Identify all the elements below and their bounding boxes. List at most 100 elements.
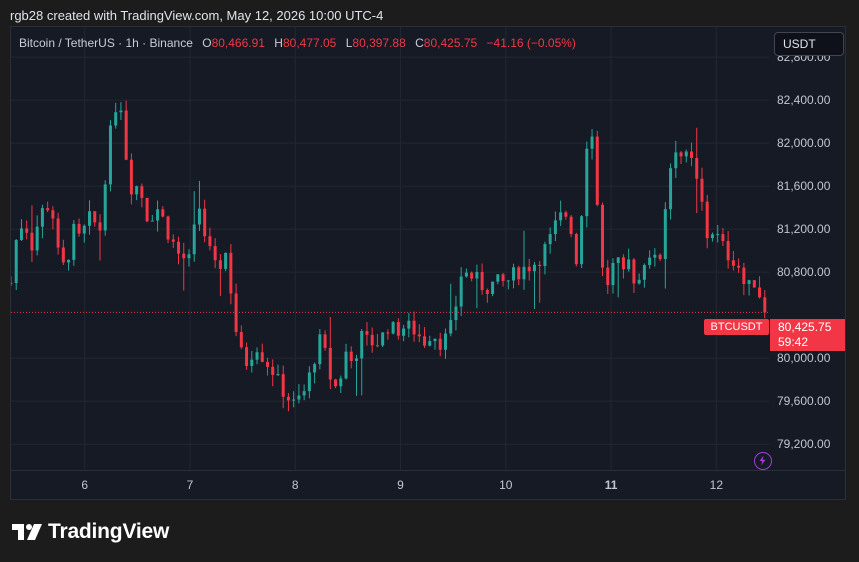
candle-body bbox=[245, 347, 249, 366]
candle-body bbox=[522, 266, 526, 280]
candle-body bbox=[569, 216, 573, 235]
candle-body bbox=[255, 352, 259, 360]
candle-body bbox=[648, 257, 652, 266]
candle-body bbox=[61, 247, 65, 263]
candle-body bbox=[433, 338, 437, 342]
candle-body bbox=[30, 232, 34, 251]
candle-body bbox=[229, 252, 233, 294]
candle-body bbox=[506, 280, 510, 282]
candle-body bbox=[250, 359, 254, 366]
candle-body bbox=[35, 226, 39, 251]
symbol-label: Bitcoin / TetherUS · 1h · Binance bbox=[19, 36, 193, 50]
candle-body bbox=[564, 212, 568, 217]
candle-body bbox=[412, 320, 416, 335]
candle-body bbox=[543, 244, 547, 267]
candle-body bbox=[621, 257, 625, 270]
candle-body bbox=[124, 110, 128, 160]
time-axis-label: 12 bbox=[710, 478, 724, 492]
candle-body bbox=[417, 334, 421, 337]
price-axis-label: 79,200.00 bbox=[777, 437, 831, 451]
candle-body bbox=[77, 223, 81, 234]
candle-body bbox=[674, 152, 678, 169]
candle-body bbox=[585, 148, 589, 217]
candle-body bbox=[669, 168, 673, 210]
candle-body bbox=[129, 159, 133, 195]
tradingview-brand[interactable]: TradingView bbox=[12, 520, 169, 544]
candle-body bbox=[512, 267, 516, 281]
candle-body bbox=[98, 222, 102, 231]
price-axis-label: 81,200.00 bbox=[777, 222, 831, 236]
candle-body bbox=[684, 151, 688, 157]
candle-body bbox=[758, 287, 762, 298]
candle-body bbox=[731, 260, 735, 266]
candle-body bbox=[747, 280, 751, 284]
candle-body bbox=[208, 236, 212, 247]
chart-panel[interactable]: 82,800.00 82,400.00 82,000.00 81,600.00 81,2… bbox=[10, 26, 846, 500]
open-value: 80,466.91 bbox=[211, 36, 265, 50]
candle-body bbox=[443, 333, 447, 350]
candle-body bbox=[470, 272, 474, 279]
currency-button[interactable]: USDT bbox=[774, 32, 844, 56]
candle-body bbox=[690, 151, 694, 158]
candle-body bbox=[601, 204, 605, 268]
candle-body bbox=[386, 332, 390, 334]
tradingview-logo-icon bbox=[12, 524, 42, 540]
candlestick-chart[interactable]: 82,800.0082,400.0082,000.0081,600.0081,2… bbox=[11, 27, 846, 500]
candle-body bbox=[580, 216, 584, 265]
price-axis-label: 79,600.00 bbox=[777, 394, 831, 408]
candle-body bbox=[354, 358, 358, 361]
candle-body bbox=[119, 110, 123, 113]
candle-body bbox=[135, 186, 139, 195]
candle-body bbox=[642, 265, 646, 280]
candle-body bbox=[611, 262, 615, 286]
candle-body bbox=[721, 234, 725, 242]
candle-body bbox=[716, 234, 720, 236]
time-axis-label: 8 bbox=[292, 478, 299, 492]
candle-body bbox=[360, 330, 364, 359]
candle-body bbox=[574, 234, 578, 265]
candle-body bbox=[93, 211, 97, 223]
open-label: O bbox=[202, 36, 212, 50]
candle-body bbox=[496, 274, 500, 282]
last-price-tag: 80,425.75 59:42 bbox=[770, 319, 845, 351]
candle-body bbox=[166, 216, 170, 240]
change-value: −41.16 (−0.05%) bbox=[486, 36, 576, 50]
candle-body bbox=[475, 272, 479, 279]
price-axis-label: 81,600.00 bbox=[777, 179, 831, 193]
candle-body bbox=[187, 254, 191, 259]
candle-body bbox=[742, 267, 746, 284]
candle-body bbox=[375, 345, 379, 347]
candle-body bbox=[407, 320, 411, 329]
candle-body bbox=[171, 239, 175, 242]
candle-body bbox=[51, 210, 55, 219]
candle-body bbox=[449, 320, 453, 334]
candle-body bbox=[344, 351, 348, 379]
bar-countdown: 59:42 bbox=[778, 335, 809, 349]
candle-body bbox=[224, 252, 228, 269]
candle-body bbox=[150, 220, 154, 222]
candle-body bbox=[108, 125, 112, 185]
candle-body bbox=[156, 209, 160, 221]
price-axis-label: 82,400.00 bbox=[777, 93, 831, 107]
last-price-value: 80,425.75 bbox=[778, 320, 832, 334]
candle-body bbox=[82, 225, 86, 234]
candle-body bbox=[423, 336, 427, 346]
candle-body bbox=[616, 257, 620, 263]
candle-body bbox=[276, 374, 280, 376]
candle-body bbox=[218, 260, 222, 269]
candle-body bbox=[40, 208, 44, 227]
candle-body bbox=[182, 253, 186, 259]
candle-body bbox=[103, 184, 107, 231]
candle-body bbox=[307, 372, 311, 392]
low-label: L bbox=[345, 36, 353, 50]
candle-body bbox=[459, 276, 463, 307]
candle-body bbox=[501, 274, 505, 281]
candle-body bbox=[56, 218, 60, 248]
time-axis-label: 7 bbox=[187, 478, 194, 492]
lightning-icon[interactable] bbox=[754, 452, 772, 470]
candle-body bbox=[517, 267, 521, 280]
candle-body bbox=[313, 364, 317, 373]
candle-body bbox=[763, 297, 767, 313]
close-value: 80,425.75 bbox=[423, 36, 478, 50]
candle-body bbox=[559, 212, 563, 221]
